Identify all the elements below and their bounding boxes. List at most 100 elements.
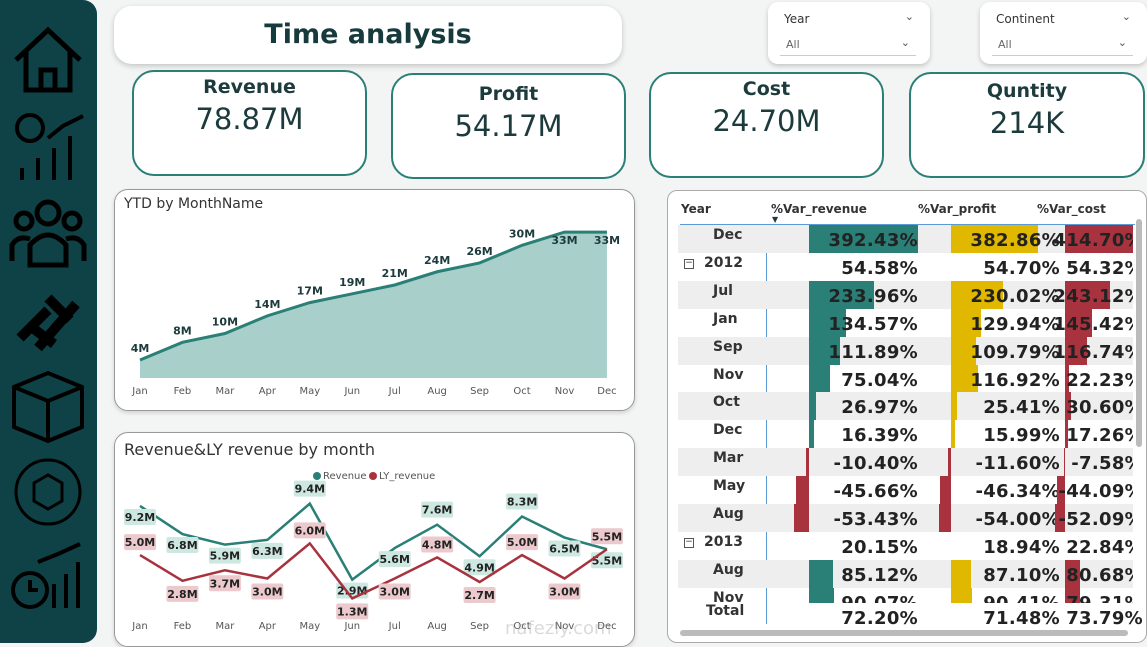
header-var-revenue[interactable]: %Var_revenue <box>771 202 867 216</box>
data-label: 30M <box>509 227 535 240</box>
cell-value: 26.97% <box>841 397 918 419</box>
x-tick-label: Apr <box>259 386 277 397</box>
year-dropdown[interactable]: All ⌄ <box>780 32 916 56</box>
cell-value: 243.12% <box>1053 285 1133 307</box>
product-cycle-icon[interactable] <box>8 455 88 530</box>
row-label: Nov <box>713 589 744 603</box>
data-bar <box>1065 336 1087 365</box>
legend-ly-marker <box>369 472 377 480</box>
cell-value: 116.74% <box>1053 341 1133 363</box>
header-var-cost[interactable]: %Var_cost <box>1037 202 1106 216</box>
continent-dropdown[interactable]: All ⌄ <box>992 32 1133 56</box>
data-bar <box>806 448 809 477</box>
data-label-bg <box>506 493 539 510</box>
data-bar <box>1065 559 1080 588</box>
row-label: Aug <box>713 506 744 522</box>
data-bar <box>809 392 817 421</box>
year-row: −2012 54.58% 54.70% 54.32% <box>678 253 1133 281</box>
chevron-down-icon: ⌄ <box>1117 36 1127 49</box>
x-tick-label: Sep <box>470 621 489 632</box>
data-label-bg <box>590 528 623 545</box>
cell-value: 80.68% <box>1066 564 1133 586</box>
cell-value: -7.58% <box>1071 453 1133 475</box>
header-year[interactable]: Year <box>681 202 711 216</box>
data-label-bg <box>251 583 284 600</box>
data-label-bg <box>166 585 199 602</box>
sort-desc-icon: ▼ <box>772 215 779 224</box>
page-title: Time analysis <box>114 6 622 64</box>
horizontal-scrollbar[interactable] <box>680 630 1128 636</box>
collapse-icon[interactable]: − <box>684 536 694 548</box>
data-label: 5.5M <box>592 554 622 567</box>
cell-value: 16.39% <box>841 425 918 447</box>
data-label-bg <box>293 522 326 539</box>
variance-matrix: Year %Var_revenue ▼ %Var_profit %Var_cos… <box>667 190 1147 643</box>
ytd-area <box>140 232 607 378</box>
month-row: Nov 90.07% 90.41% 79.31% <box>678 587 1133 603</box>
month-row: Aug 85.12% 87.10% 80.68% <box>678 559 1133 588</box>
cell-value: 382.86% <box>970 230 1060 251</box>
data-bar <box>951 225 1038 253</box>
x-tick-label: Mar <box>215 386 235 397</box>
revenue-chart-icon[interactable] <box>8 108 88 183</box>
data-bar <box>1065 308 1092 337</box>
kpi-value: 24.70M <box>712 104 821 138</box>
kpi-quantity: Quntity 214K <box>909 72 1145 178</box>
month-row: Jan 134.57% 129.94%145.42% <box>678 308 1133 337</box>
data-label: 14M <box>254 298 280 311</box>
chart-title: Revenue&LY revenue by month <box>124 440 376 459</box>
series-line-LY_revenue <box>139 541 608 600</box>
home-icon[interactable] <box>8 20 88 100</box>
cell-value: 414.70% <box>1053 230 1133 251</box>
data-bar <box>809 280 874 309</box>
data-bar <box>1065 420 1069 449</box>
cell-value: 22.84% <box>1066 536 1133 558</box>
data-bar <box>1063 448 1065 477</box>
month-row: Nov 75.04% 116.92% 22.23% <box>678 364 1133 393</box>
customers-icon[interactable] <box>8 195 88 270</box>
cell-value: -44.09% <box>1058 481 1133 503</box>
data-bar <box>809 336 841 365</box>
cell-value: 25.41% <box>983 397 1060 419</box>
x-tick-label: Nov <box>555 386 575 397</box>
chevron-down-icon[interactable]: ⌄ <box>1121 10 1131 23</box>
row-label: Jan <box>713 310 738 327</box>
cell-value: 116.92% <box>970 369 1060 391</box>
month-row: Mar -10.40% -11.60% -7.58% <box>678 448 1133 477</box>
continent-slicer[interactable]: Continent ⌄ All ⌄ <box>980 2 1147 64</box>
data-label-bg <box>463 559 496 576</box>
data-bar <box>940 476 951 505</box>
cell-value: -10.40% <box>833 453 918 475</box>
cell-value: -52.09% <box>1058 509 1133 530</box>
data-bar <box>796 476 809 505</box>
header-var-profit[interactable]: %Var_profit <box>918 202 997 216</box>
chevron-down-icon[interactable]: ⌄ <box>904 10 914 23</box>
row-label: Mar <box>713 450 744 467</box>
legend-ly-revenue: LY_revenue <box>379 471 435 482</box>
year-slicer[interactable]: Year ⌄ All ⌄ <box>768 2 930 64</box>
x-tick-label: Feb <box>174 386 192 397</box>
data-bar <box>1065 587 1080 603</box>
x-tick-label: Jun <box>343 386 360 397</box>
x-tick-label: Jun <box>343 621 360 632</box>
data-label-bg <box>208 547 241 564</box>
data-label: 8.3M <box>507 495 537 508</box>
data-label: 3.7M <box>210 577 240 590</box>
data-bar <box>1055 504 1065 532</box>
data-bar <box>809 225 918 253</box>
data-label: 5.6M <box>379 553 409 566</box>
x-tick-label: Feb <box>174 621 192 632</box>
dumbbell-icon[interactable] <box>8 282 88 357</box>
package-icon[interactable] <box>8 365 88 445</box>
time-chart-icon[interactable] <box>8 538 88 613</box>
x-tick-label: Jan <box>131 386 147 397</box>
data-label-bg <box>378 551 411 568</box>
data-label: 26M <box>466 245 492 258</box>
cell-value: 17.26% <box>1066 425 1133 447</box>
vertical-scrollbar[interactable] <box>1136 219 1142 447</box>
row-label: Aug <box>713 561 744 578</box>
collapse-icon[interactable]: − <box>684 257 694 269</box>
data-label: 6.8M <box>167 539 197 552</box>
cell-value: 134.57% <box>828 313 918 335</box>
